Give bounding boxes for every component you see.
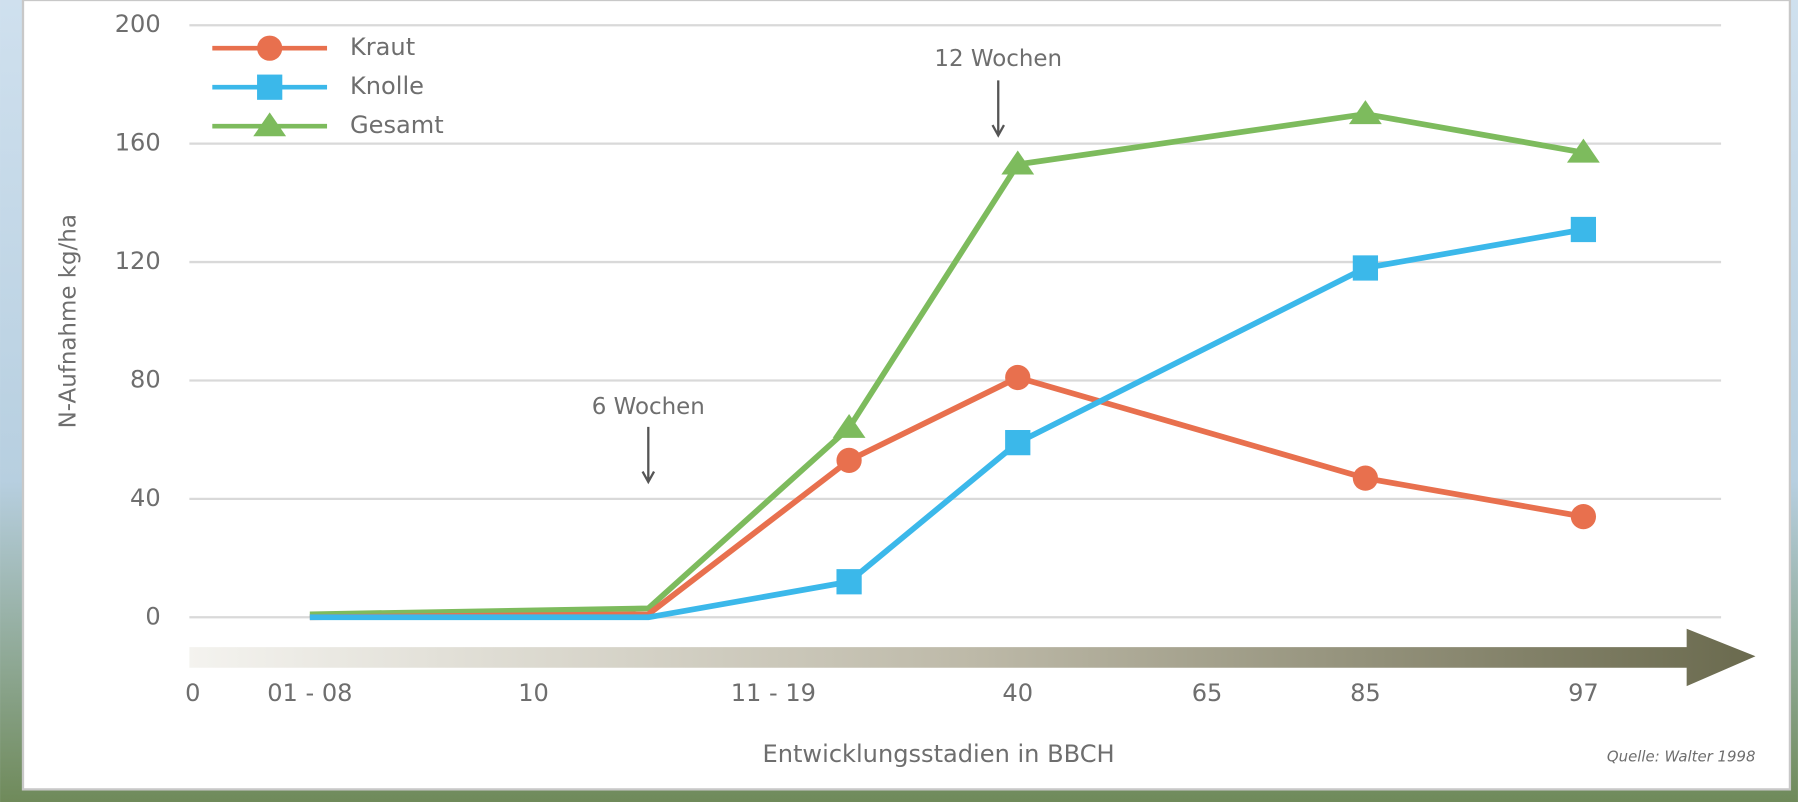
x-tick-label: 0: [185, 679, 200, 707]
point: [1005, 364, 1031, 391]
point: [1570, 216, 1597, 243]
legend-marker: [257, 35, 283, 61]
legend-label: Gesamt: [350, 111, 444, 139]
legend-marker: [253, 112, 287, 137]
point: [832, 413, 866, 438]
y-axis-label: N-Aufnahme kg/ha: [55, 214, 81, 428]
annotation: 6 Wochen: [592, 394, 705, 420]
x-tick-label: 97: [1568, 679, 1599, 707]
point: [1566, 138, 1600, 163]
point: [1570, 504, 1597, 530]
x-tick-label: 85: [1350, 679, 1381, 707]
x-tick-label: 11 - 19: [731, 679, 816, 707]
source: Quelle: Walter 1998: [1607, 747, 1756, 765]
y-tick-label: 120: [115, 247, 161, 275]
annotation: 12 Wochen: [934, 46, 1062, 72]
legend-label: Kraut: [350, 33, 415, 61]
y-tick-label: 160: [115, 129, 161, 157]
x-tick-label: 65: [1192, 679, 1223, 707]
frame: [21, 0, 1792, 791]
point: [1352, 465, 1379, 491]
point: [1348, 100, 1382, 125]
x-tick-label: 01 - 08: [267, 679, 352, 707]
point: [836, 569, 862, 595]
legend-marker: [257, 74, 283, 100]
legend-label: Knolle: [350, 72, 424, 100]
point: [1352, 255, 1379, 281]
y-tick-label: 200: [115, 10, 161, 38]
x-axis-label: Entwicklungsstadien in BBCH: [763, 740, 1115, 768]
point: [1001, 150, 1035, 175]
stage-arrow: [189, 628, 1756, 687]
point: [836, 447, 862, 474]
series-line: [309, 111, 1584, 618]
x-tick-label: 40: [1002, 679, 1033, 707]
annotation-arrow: [991, 80, 1005, 138]
annotation-arrow: [641, 426, 656, 485]
series-line: [309, 226, 1584, 621]
y-tick-label: 80: [130, 365, 161, 393]
x-tick-label: 10: [518, 679, 549, 707]
point: [1005, 430, 1031, 456]
y-tick-label: 0: [145, 602, 160, 630]
y-tick-label: 40: [130, 484, 161, 512]
